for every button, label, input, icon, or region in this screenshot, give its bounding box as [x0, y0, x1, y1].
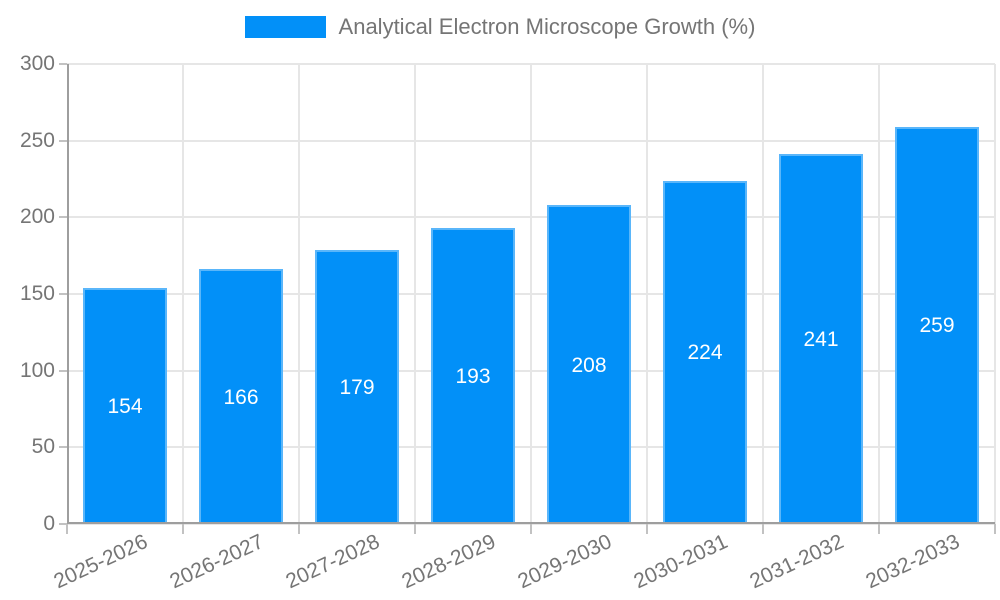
bar-2028-2029[interactable]: 193 [431, 228, 515, 524]
bar-value-label: 193 [455, 365, 491, 389]
plot-area: 154 166 179 193 208 224 241 259 [67, 63, 996, 525]
bar-2026-2027[interactable]: 166 [199, 269, 283, 524]
gridline-x-1 [182, 64, 184, 524]
y-tick-mark-150 [59, 293, 67, 295]
gridline-x-2 [298, 64, 300, 524]
y-tick-mark-0 [59, 523, 67, 525]
legend-label: Analytical Electron Microscope Growth (%… [338, 14, 756, 39]
x-tick-mark-0 [66, 524, 68, 534]
gridline-x-4 [530, 64, 532, 524]
x-tick-label-2032-2033: 2032-2033 [861, 530, 963, 594]
x-tick-mark-7 [878, 524, 880, 534]
bar-2030-2031[interactable]: 224 [663, 180, 747, 524]
y-tick-label-150: 150 [19, 282, 55, 305]
y-tick-label-250: 250 [19, 128, 55, 152]
y-tick-mark-200 [59, 216, 67, 219]
x-tick-label-2026-2027: 2026-2027 [165, 530, 267, 594]
gridline-x-8 [994, 64, 996, 524]
gridline-x-3 [414, 64, 416, 524]
y-tick-mark-250 [59, 139, 67, 142]
bar-value-label: 241 [803, 328, 839, 352]
gridline-x-7 [878, 64, 880, 524]
y-tick-mark-100 [59, 369, 67, 372]
y-tick-mark-50 [59, 446, 67, 449]
x-tick-mark-5 [646, 524, 648, 534]
y-tick-label-100: 100 [19, 358, 55, 382]
bar-2027-2028[interactable]: 179 [315, 249, 399, 524]
x-tick-label-2025-2026: 2025-2026 [49, 530, 151, 594]
y-tick-label-0: 0 [43, 512, 55, 535]
bar-value-label: 224 [687, 341, 723, 365]
y-tick-label-50: 50 [31, 435, 55, 459]
bar-2032-2033[interactable]: 259 [895, 126, 979, 524]
x-tick-label-2031-2032: 2031-2032 [745, 530, 847, 594]
x-tick-mark-2 [298, 524, 300, 534]
bar-2031-2032[interactable]: 241 [779, 154, 863, 524]
x-axis-line [67, 522, 995, 524]
y-tick-mark-300 [59, 63, 67, 65]
x-tick-label-2030-2031: 2030-2031 [629, 530, 731, 594]
x-tick-label-2029-2030: 2029-2030 [513, 530, 615, 594]
bar-2029-2030[interactable]: 208 [547, 205, 631, 524]
bar-value-label: 259 [919, 314, 955, 338]
y-axis-line [67, 64, 69, 524]
bar-value-label: 154 [107, 394, 143, 418]
legend-swatch[interactable] [244, 16, 326, 38]
bar-2025-2026[interactable]: 154 [83, 287, 167, 524]
bar-value-label: 179 [339, 375, 375, 399]
x-tick-mark-4 [530, 524, 532, 534]
x-tick-mark-1 [182, 524, 184, 534]
y-tick-label-300: 300 [19, 52, 55, 75]
y-tick-label-200: 200 [19, 205, 55, 229]
gridline-x-5 [646, 64, 648, 524]
bar-value-label: 166 [223, 385, 259, 409]
bar-value-label: 208 [571, 353, 607, 377]
x-tick-mark-6 [762, 524, 764, 534]
gridline-x-6 [762, 64, 764, 524]
x-tick-mark-3 [414, 524, 416, 534]
x-tick-label-2028-2029: 2028-2029 [397, 530, 499, 594]
chart-legend[interactable]: Analytical Electron Microscope Growth (%… [0, 14, 1000, 40]
x-tick-mark-8 [994, 524, 996, 534]
x-tick-label-2027-2028: 2027-2028 [281, 530, 383, 594]
